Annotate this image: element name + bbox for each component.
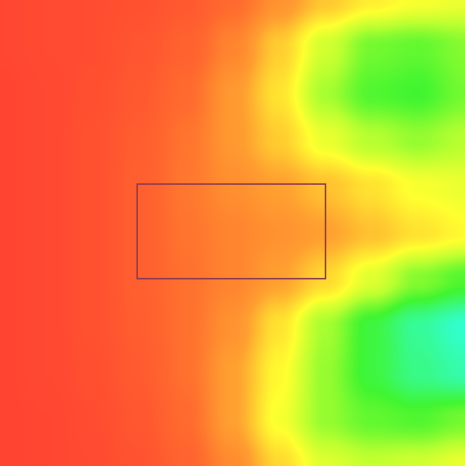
selection-rectangle[interactable]: [136, 183, 327, 280]
